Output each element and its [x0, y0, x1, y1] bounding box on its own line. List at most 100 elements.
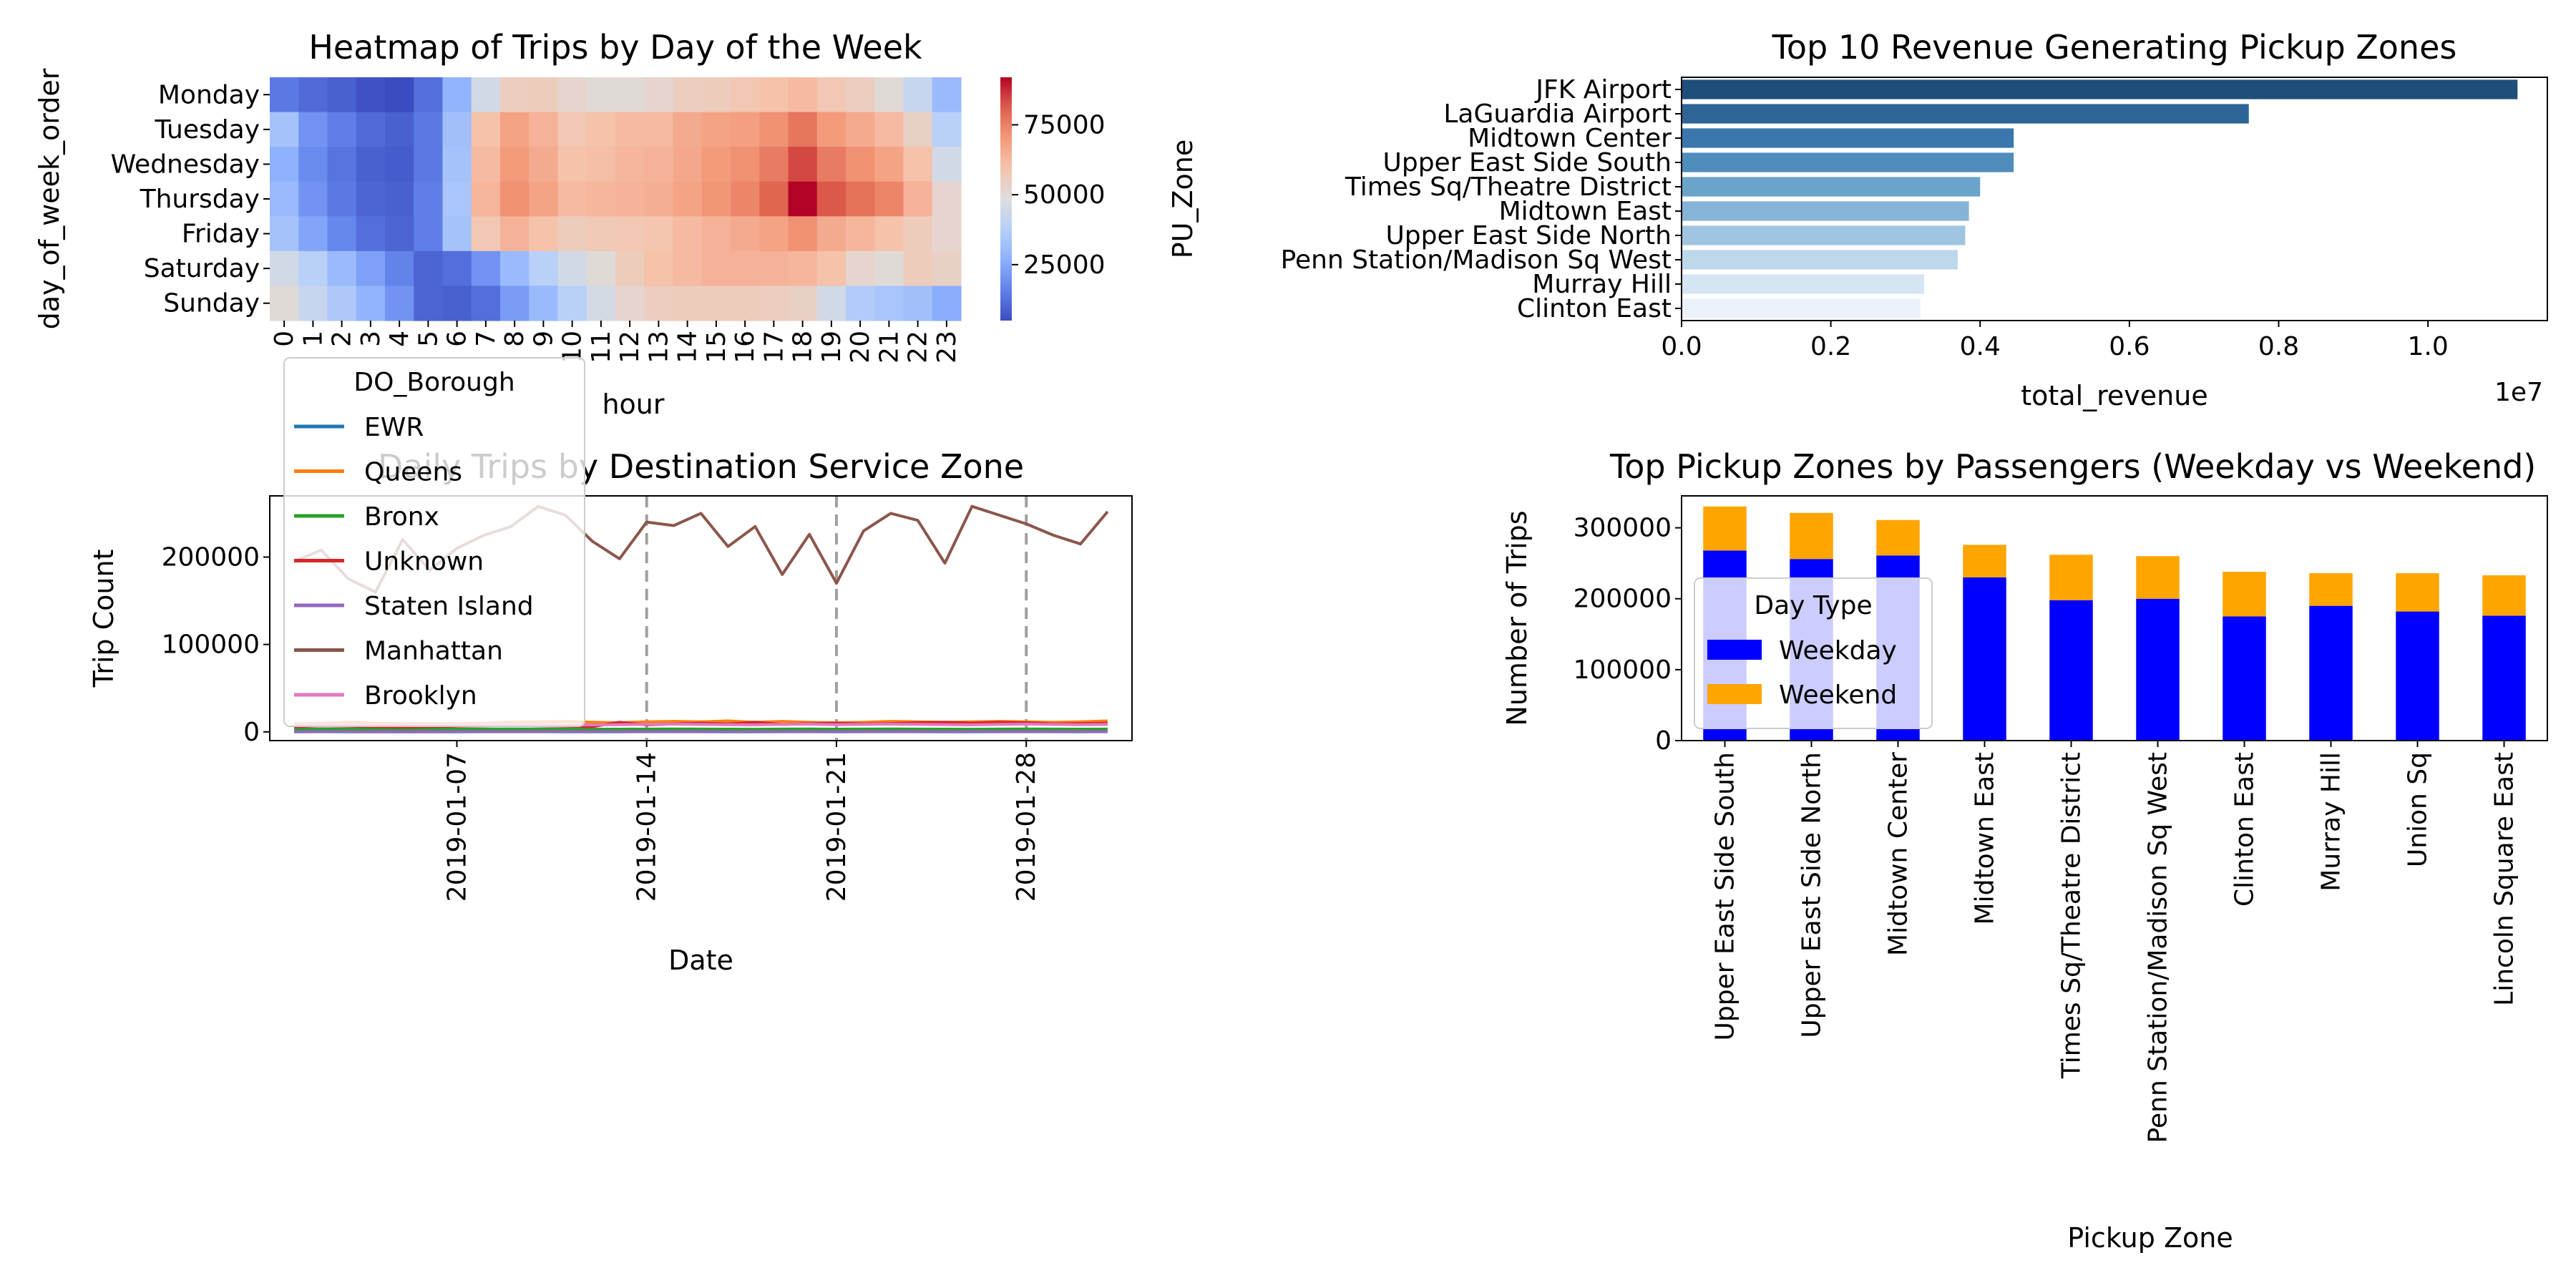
- x-tick-label: 7: [472, 331, 501, 347]
- offset-text: 1e7: [2494, 378, 2543, 407]
- x-tick-label: 0.4: [1960, 332, 2001, 361]
- x-tick-label: 2019-01-07: [442, 752, 472, 902]
- heatmap-cell: [816, 286, 847, 321]
- revenue-bar: [1682, 128, 2014, 148]
- x-axis-label: total_revenue: [2021, 380, 2207, 411]
- heatmap-cell: [327, 216, 357, 252]
- heatmap-cell: [442, 286, 472, 321]
- heatmap-cell: [615, 286, 645, 321]
- heatmap-cell: [270, 181, 299, 217]
- heatmap-cell: [759, 77, 789, 113]
- heatmap-cell: [846, 147, 875, 182]
- heatmap-cell: [471, 147, 501, 182]
- y-tick-label: Midtown Center: [1468, 124, 1672, 153]
- heatmap-cell: [701, 216, 731, 252]
- y-tick-label: 300000: [1574, 514, 1672, 543]
- heatmap-cell: [270, 286, 299, 321]
- chart-title: Top 10 Revenue Generating Pickup Zones: [1772, 28, 2457, 67]
- x-tick-label: 1.0: [2407, 332, 2448, 361]
- heatmap-cell: [932, 147, 962, 182]
- heatmap-cell: [414, 181, 444, 217]
- x-tick-label: 3: [356, 331, 386, 347]
- legend-label: Manhattan: [364, 637, 503, 666]
- heatmap-cell: [298, 147, 328, 182]
- heatmap-cell: [270, 216, 299, 252]
- y-tick-label: 100000: [162, 630, 260, 660]
- y-tick-label: Upper East Side North: [1385, 221, 1672, 250]
- legend-swatch: [1707, 684, 1762, 704]
- heatmap-cell: [529, 250, 559, 287]
- heatmap-cell: [932, 250, 962, 287]
- revenue-bar: [1682, 250, 1958, 270]
- y-tick-label: 200000: [162, 543, 260, 572]
- revenue-bar: [1682, 177, 1981, 197]
- heatmap-cell: [759, 112, 789, 147]
- heatmap-cell: [788, 286, 818, 321]
- chart-title: Heatmap of Trips by Day of the Week: [308, 28, 922, 67]
- heatmap-cell: [903, 147, 933, 182]
- heatmap-cell: [644, 147, 674, 182]
- heatmap-cell: [414, 216, 444, 252]
- heatmap-cell: [759, 216, 789, 252]
- heatmap-cell: [327, 147, 357, 182]
- legend-swatch: [1707, 640, 1762, 660]
- heatmap-cell: [356, 250, 386, 287]
- heatmap-cell: [356, 181, 386, 217]
- heatmap-cell: [731, 77, 760, 113]
- x-tick-label: 16: [731, 331, 760, 364]
- heatmap-cell: [442, 181, 472, 217]
- x-tick-label: Times Sq/Theatre District: [2057, 752, 2087, 1079]
- heatmap-cell: [701, 147, 731, 182]
- x-tick-label: Midtown Center: [1884, 752, 1913, 956]
- heatmap-cell: [816, 216, 847, 252]
- x-tick-label: 9: [529, 331, 558, 347]
- heatmap-cell: [673, 216, 703, 252]
- heatmap-cell: [414, 112, 444, 147]
- x-tick-label: 20: [846, 331, 875, 364]
- heatmap-cell: [874, 77, 904, 113]
- x-tick-label: 13: [644, 331, 673, 364]
- heatmap-cell: [788, 147, 818, 182]
- x-axis-label: Pickup Zone: [2067, 1222, 2233, 1254]
- heatmap-cell: [500, 112, 530, 147]
- x-tick-label: 23: [932, 331, 962, 364]
- heatmap-cell: [788, 216, 818, 252]
- heatmap-cell: [557, 112, 587, 147]
- bar-weekday: [2482, 615, 2526, 741]
- chart-title: Top Pickup Zones by Passengers (Weekday …: [1609, 447, 2536, 486]
- x-tick-label: 15: [702, 331, 731, 364]
- plot-frame: [1681, 77, 2548, 321]
- heatmap-cell: [298, 181, 328, 217]
- heatmap-cell: [788, 181, 818, 217]
- heatmap-cell: [673, 112, 703, 147]
- heatmap-cell: [586, 216, 616, 252]
- heatmap-cell: [356, 216, 386, 252]
- heatmap-cell: [586, 112, 616, 147]
- heatmap-cell: [586, 147, 616, 182]
- x-axis-label: Date: [668, 945, 733, 976]
- bar-weekday: [2223, 616, 2266, 741]
- x-tick-label: 2019-01-21: [822, 752, 852, 902]
- heatmap-cell: [442, 77, 472, 113]
- x-tick-label: Upper East Side South: [1711, 752, 1740, 1041]
- bar-weekend: [2396, 573, 2439, 612]
- heatmap-cell: [442, 112, 472, 147]
- bar-weekday: [1963, 577, 2006, 741]
- heatmap-cell: [557, 216, 587, 252]
- heatmap-cell: [327, 286, 357, 321]
- heatmap-cell: [701, 181, 731, 217]
- bar-weekday: [2136, 598, 2180, 741]
- heatmap-cell: [788, 112, 818, 147]
- heatmap-cell: [615, 216, 645, 252]
- heatmap-cell: [385, 77, 414, 113]
- x-tick-label: 1: [298, 331, 328, 347]
- x-axis-label: hour: [602, 389, 664, 420]
- heatmap-cell: [356, 77, 386, 113]
- bar-weekday: [2049, 600, 2093, 741]
- colorbar-tick-label: 75000: [1023, 110, 1106, 140]
- legend-label: Queens: [364, 458, 462, 487]
- x-tick-label: 5: [414, 331, 443, 347]
- heatmap-cell: [356, 112, 386, 147]
- heatmap-cell: [903, 181, 933, 217]
